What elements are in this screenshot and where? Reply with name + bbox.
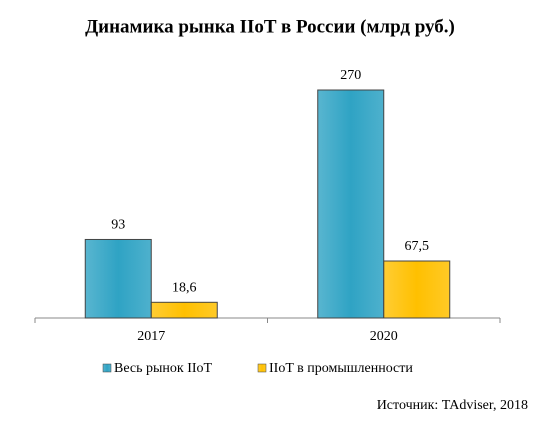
legend-label: IIoT в промышленности [269, 361, 413, 376]
x-tick-label: 2017 [137, 329, 165, 344]
source: Источник: TAdviser, 2018 [377, 398, 528, 413]
data-label: 270 [340, 68, 361, 83]
data-label: 67,5 [405, 239, 430, 254]
legend-marker [102, 363, 112, 373]
data-label: 18,6 [172, 281, 197, 296]
data-label: 93 [111, 218, 125, 233]
x-tick-label: 2020 [370, 329, 398, 344]
bar [150, 301, 218, 319]
bar [383, 260, 451, 319]
legend-label: Весь рынок IIoT [114, 361, 213, 376]
legend-marker [257, 363, 267, 373]
bar [317, 89, 385, 319]
bar [84, 238, 152, 319]
chart-title: Динамика рынка IIoT в России (млрд руб.) [85, 16, 455, 37]
